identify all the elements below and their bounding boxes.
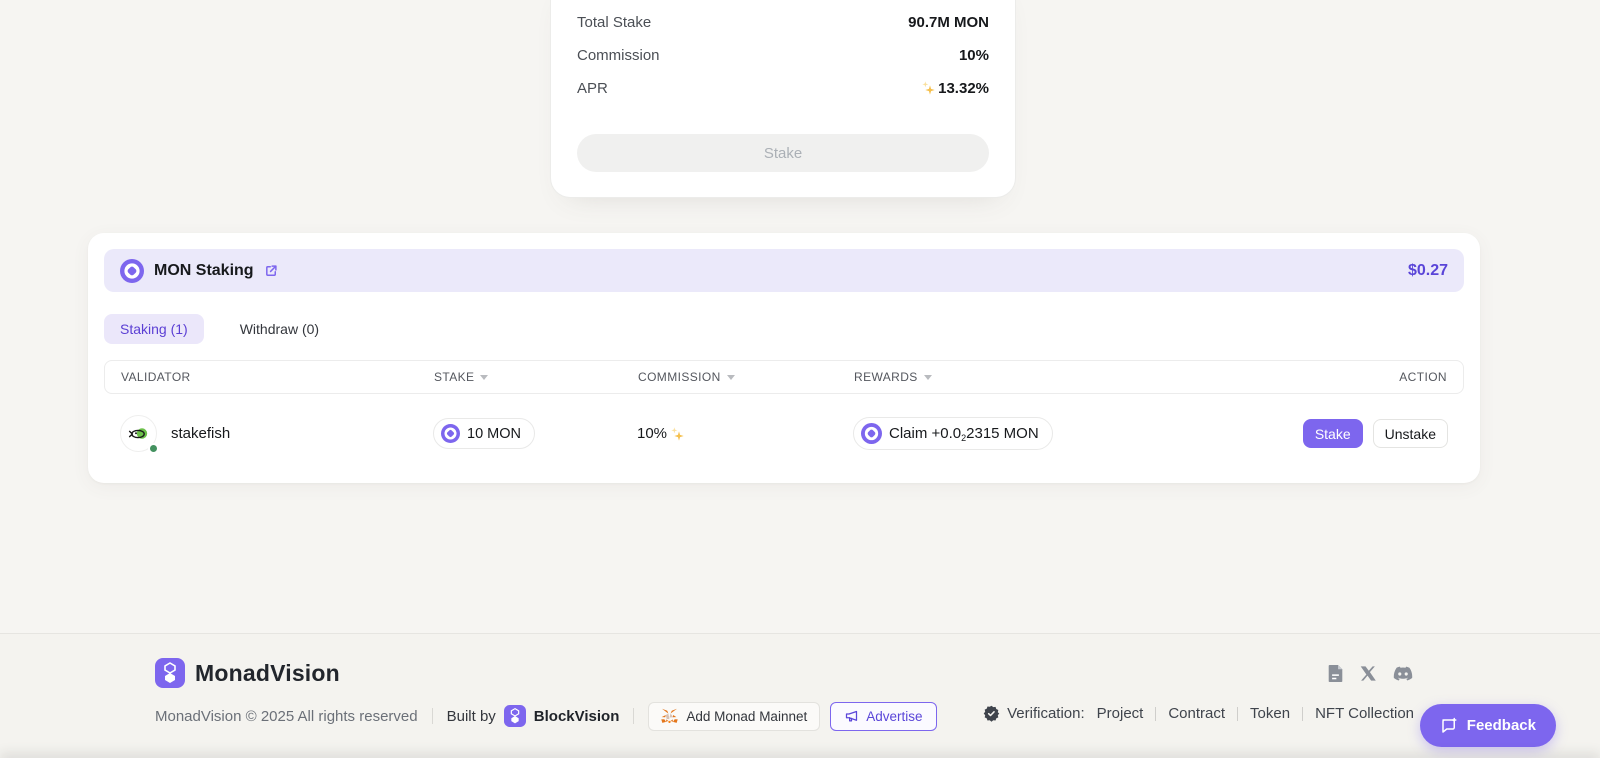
- mon-price: $0.27: [1407, 261, 1448, 279]
- stakefish-logo-icon: [128, 427, 147, 439]
- discord-icon[interactable]: [1393, 666, 1413, 682]
- brand-name: MonadVision: [195, 659, 340, 686]
- x-icon[interactable]: [1360, 665, 1377, 682]
- sort-caret-icon[interactable]: [480, 374, 489, 380]
- docs-icon[interactable]: [1327, 664, 1344, 683]
- verification-link-contract[interactable]: Contract: [1168, 705, 1226, 722]
- sparkle-icon: [922, 81, 935, 95]
- validator-name: stakefish: [171, 425, 231, 442]
- footer-socials: [1327, 664, 1413, 683]
- mon-staking-header: MON Staking $0.27: [104, 249, 1464, 292]
- feedback-icon: [1442, 717, 1457, 733]
- copyright-text: MonadVision © 2025 All rights reserved: [155, 707, 418, 725]
- verification-row: Verification: Project Contract Token NFT…: [983, 705, 1414, 722]
- verification-badge-icon: [983, 705, 1000, 722]
- commission-cell: 10%: [637, 425, 853, 442]
- column-rewards[interactable]: REWARDS: [854, 370, 1297, 384]
- column-action: ACTION: [1399, 370, 1447, 384]
- footer: MonadVision MonadVision © 2025 All right…: [0, 633, 1600, 773]
- claim-rewards-button[interactable]: Claim +0.022315 MON: [853, 417, 1053, 450]
- tab-staking[interactable]: Staking (1): [104, 314, 204, 344]
- total-stake-row: Total Stake 90.7M MON: [577, 12, 989, 32]
- table-row: stakefish 10 MON 10%: [104, 394, 1464, 473]
- divider: [431, 708, 433, 724]
- add-monad-mainnet-button[interactable]: Add Monad Mainnet: [648, 701, 821, 731]
- apr-row: APR 13.32%: [577, 78, 989, 98]
- row-stake-button[interactable]: Stake: [1302, 419, 1363, 448]
- total-stake-label: Total Stake: [577, 13, 652, 31]
- card-title: MON Staking: [154, 261, 254, 279]
- commission-value: 10%: [958, 46, 989, 64]
- mon-token-icon: [441, 424, 460, 443]
- mon-staking-card: MON Staking $0.27 Staking (1) Withdraw (…: [88, 233, 1480, 483]
- footer-links-row: MonadVision © 2025 All rights reserved B…: [155, 701, 937, 731]
- stake-submit-button[interactable]: Stake: [577, 134, 989, 172]
- stake-amount-pill: 10 MON: [433, 418, 535, 449]
- tab-withdraw[interactable]: Withdraw (0): [239, 321, 320, 337]
- action-cell: Stake Unstake: [1302, 419, 1448, 448]
- status-dot: [148, 443, 159, 454]
- commission-label: Commission: [577, 46, 660, 64]
- divider: [1237, 706, 1239, 721]
- verification-label: Verification:: [1007, 705, 1085, 722]
- divider: [1155, 706, 1157, 721]
- verification-link-project[interactable]: Project: [1096, 705, 1144, 722]
- monadvision-logo: [155, 658, 185, 688]
- builder-name: BlockVision: [533, 707, 620, 725]
- total-stake-value: 90.7M MON: [908, 13, 989, 31]
- validator-cell[interactable]: stakefish: [120, 415, 433, 454]
- stake-amount: 10 MON: [467, 425, 521, 442]
- sort-caret-icon[interactable]: [923, 374, 932, 380]
- bottom-edge-band: [0, 758, 1600, 773]
- claim-label: Claim +0.022315 MON: [889, 424, 1039, 443]
- validator-avatar: [120, 415, 159, 454]
- external-link-icon[interactable]: [264, 263, 279, 278]
- column-validator: VALIDATOR: [121, 370, 191, 384]
- divider: [1302, 706, 1304, 721]
- staking-tabs: Staking (1) Withdraw (0): [104, 313, 1464, 345]
- stake-detail-panel: Total Stake 90.7M MON Commission 10% APR…: [550, 0, 1016, 198]
- table-header: VALIDATOR STAKE COMMISSION REWARDS ACTIO…: [104, 360, 1464, 394]
- apr-label: APR: [577, 79, 608, 97]
- sparkle-icon: [671, 426, 684, 441]
- rewards-cell: Claim +0.022315 MON: [853, 417, 1298, 450]
- verification-link-nft[interactable]: NFT Collection: [1315, 705, 1414, 722]
- mon-token-icon: [120, 258, 144, 283]
- built-by[interactable]: Built by BlockVision: [447, 705, 620, 727]
- advertise-button[interactable]: Advertise: [830, 701, 937, 731]
- footer-brand[interactable]: MonadVision: [155, 658, 340, 688]
- column-commission[interactable]: COMMISSION: [638, 370, 854, 384]
- commission-value: 10%: [637, 425, 668, 442]
- megaphone-icon: [846, 710, 858, 721]
- commission-row: Commission 10%: [577, 45, 989, 65]
- sort-caret-icon[interactable]: [726, 374, 735, 380]
- metamask-fox-icon: [661, 708, 679, 724]
- stake-cell: 10 MON: [433, 418, 637, 449]
- blockvision-logo: [503, 705, 526, 727]
- feedback-button[interactable]: Feedback: [1419, 704, 1556, 747]
- column-stake[interactable]: STAKE: [434, 370, 638, 384]
- row-unstake-button[interactable]: Unstake: [1372, 419, 1448, 448]
- mon-token-icon: [861, 423, 882, 444]
- verification-link-token[interactable]: Token: [1250, 705, 1291, 722]
- apr-value-wrap: 13.32%: [920, 80, 989, 97]
- divider: [633, 708, 635, 724]
- apr-value: 13.32%: [938, 79, 989, 97]
